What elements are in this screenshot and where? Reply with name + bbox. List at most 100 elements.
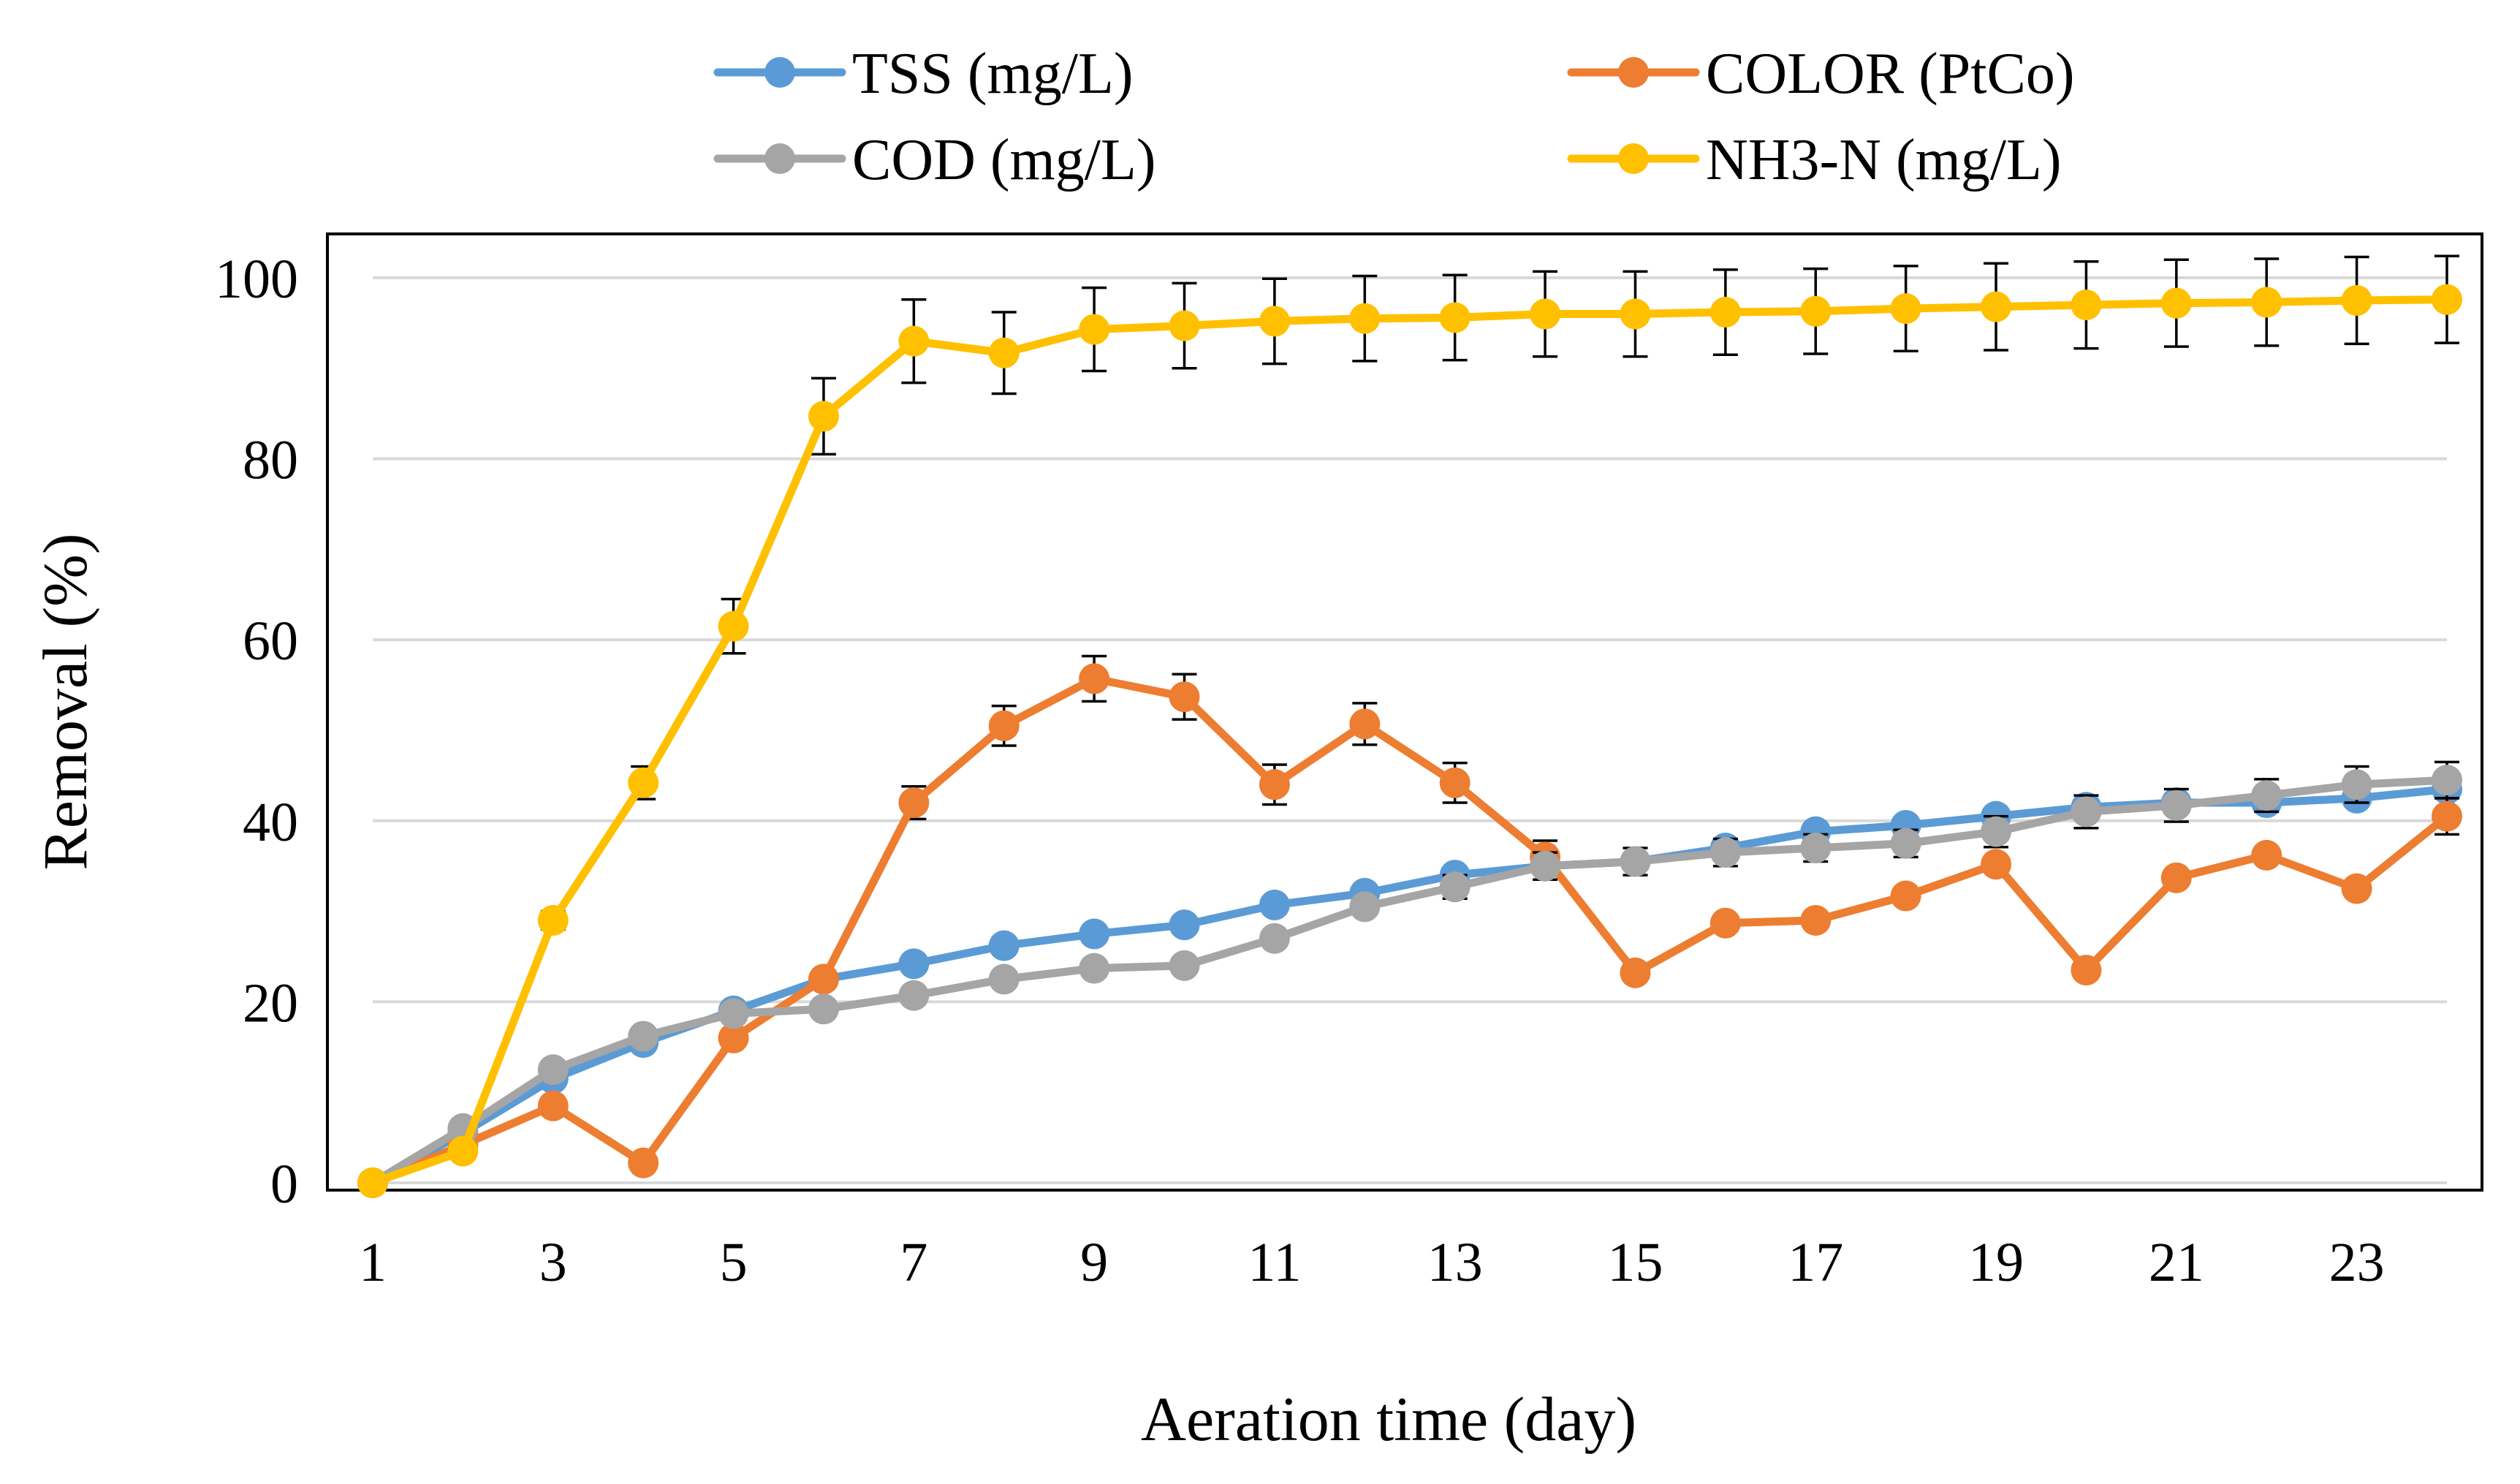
- data-point: [1530, 298, 1561, 330]
- legend-marker: [1618, 57, 1649, 88]
- data-point: [2432, 765, 2462, 796]
- data-point: [1439, 767, 1470, 798]
- data-point: [447, 1135, 479, 1167]
- y-tick-label-100: 100: [215, 249, 298, 310]
- legend-item-color-ptco: COLOR (PtCo): [1567, 42, 2075, 106]
- data-point: [1709, 907, 1741, 939]
- legend-marker: [764, 57, 795, 88]
- data-point: [988, 710, 1020, 741]
- series-line: [368, 784, 2451, 1187]
- data-point: [718, 610, 749, 642]
- data-point: [1981, 849, 2012, 880]
- data-point: [2251, 780, 2282, 811]
- data-point: [1079, 953, 1110, 984]
- y-tick-label-0: 0: [270, 1154, 298, 1215]
- data-point: [537, 1054, 569, 1086]
- data-point: [1169, 950, 1200, 981]
- data-point: [1349, 891, 1381, 923]
- data-point: [1349, 708, 1381, 740]
- x-tick-label-17: 17: [1788, 1232, 1843, 1293]
- data-point: [537, 1090, 569, 1121]
- legend-label: TSS (mg/L): [852, 42, 1133, 106]
- legend-label: NH3-N (mg/L): [1706, 128, 2062, 192]
- data-point: [1890, 828, 1921, 859]
- data-point: [718, 998, 749, 1029]
- series-line: [368, 776, 2451, 1187]
- x-tick-label-23: 23: [2329, 1232, 2385, 1293]
- data-point: [2432, 284, 2462, 315]
- data-point: [628, 1021, 659, 1052]
- data-point: [718, 1022, 749, 1053]
- data-point: [1709, 297, 1741, 328]
- legend-marker: [1618, 143, 1649, 174]
- x-tick-label-9: 9: [1080, 1232, 1108, 1293]
- series-line: [368, 295, 2451, 1187]
- data-point: [2160, 287, 2192, 319]
- data-point: [1620, 298, 1651, 330]
- data-point: [2071, 289, 2102, 321]
- x-tick-label-3: 3: [539, 1232, 567, 1293]
- data-point: [988, 964, 1020, 995]
- x-tick-label-13: 13: [1427, 1232, 1483, 1293]
- data-point: [1259, 923, 1290, 954]
- legend: TSS (mg/L) COLOR (PtCo) COD (mg/L) NH3-N (m…: [713, 42, 2075, 192]
- data-point: [2251, 839, 2282, 871]
- y-axis-title: Removal (%): [30, 534, 100, 871]
- data-point: [2341, 873, 2372, 904]
- x-axis-ticks: 1 3 5 7 9 11 13 15 17 19 21 23: [359, 1232, 2385, 1293]
- data-point: [1349, 303, 1381, 334]
- data-point: [357, 1167, 388, 1198]
- data-point: [1439, 302, 1470, 333]
- series-nh3-n-mg-l: [357, 254, 2462, 1198]
- data-point: [808, 964, 839, 995]
- legend-marker: [764, 143, 795, 174]
- data-point: [988, 337, 1020, 368]
- data-point: [1259, 306, 1290, 337]
- data-point: [1259, 889, 1290, 920]
- data-point: [1800, 904, 1832, 936]
- data-point: [1169, 909, 1200, 941]
- data-point: [628, 1147, 659, 1178]
- legend-item-nh3-n-mg-l: NH3-N (mg/L): [1567, 128, 2062, 192]
- data-point: [1439, 871, 1470, 903]
- data-point: [1981, 291, 2012, 322]
- x-tick-label-11: 11: [1248, 1232, 1301, 1293]
- data-point: [2341, 284, 2372, 316]
- x-axis-title: Aeration time (day): [1141, 1384, 1636, 1454]
- data-point: [988, 930, 1020, 961]
- data-point: [1079, 918, 1110, 950]
- data-point: [537, 904, 569, 936]
- data-point: [1981, 816, 2012, 847]
- y-tick-label-80: 80: [243, 430, 298, 491]
- data-point: [1530, 850, 1561, 882]
- data-point: [808, 993, 839, 1025]
- data-point: [2251, 287, 2282, 318]
- data-point: [1800, 295, 1832, 327]
- x-tick-label-21: 21: [2149, 1232, 2204, 1293]
- x-tick-label-19: 19: [1968, 1232, 2024, 1293]
- x-tick-label-5: 5: [720, 1232, 748, 1293]
- data-point: [1620, 957, 1651, 988]
- data-point: [898, 787, 930, 819]
- data-point: [2071, 955, 2102, 986]
- series-cod-mg-l: [357, 760, 2462, 1198]
- data-point: [1259, 769, 1290, 800]
- series-layer: [357, 254, 2462, 1198]
- data-point: [1169, 681, 1200, 713]
- y-tick-label-60: 60: [243, 610, 298, 672]
- data-point: [2071, 796, 2102, 828]
- y-tick-label-40: 40: [243, 792, 298, 853]
- plot-area-frame: [326, 232, 2483, 1192]
- series-tss-mg-l: [357, 773, 2462, 1198]
- x-tick-label-15: 15: [1607, 1232, 1663, 1293]
- y-axis-ticks: 0 20 40 60 80 100: [215, 249, 298, 1215]
- y-tick-label-20: 20: [243, 972, 298, 1034]
- gridlines: [373, 276, 2447, 1004]
- data-point: [1620, 846, 1651, 877]
- legend-item-tss-mg-l: TSS (mg/L): [713, 42, 1133, 106]
- data-point: [1079, 663, 1110, 694]
- data-point: [2432, 800, 2462, 832]
- data-point: [2160, 862, 2192, 893]
